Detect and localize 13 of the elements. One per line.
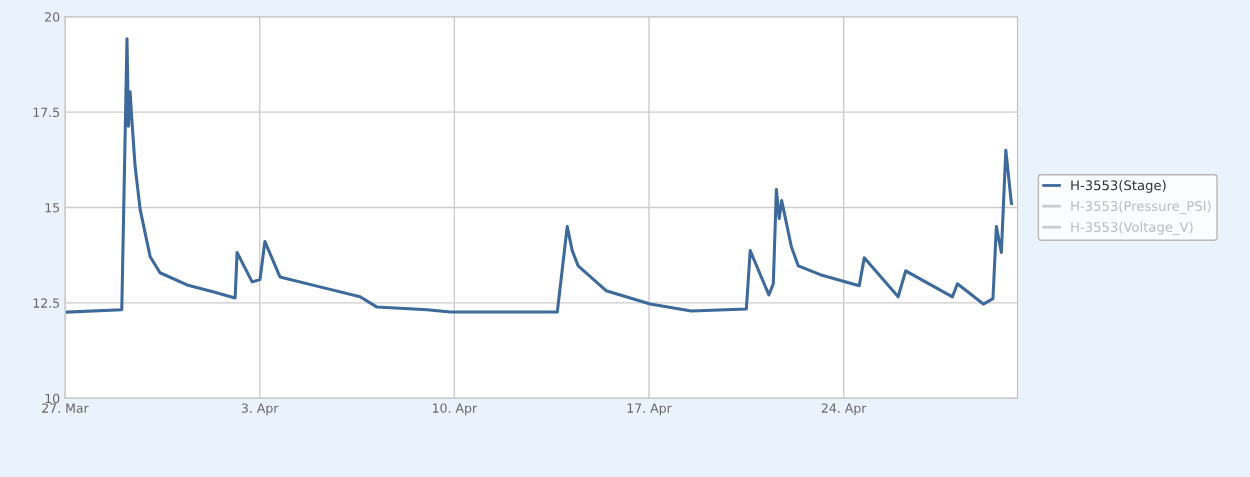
legend-label: H-3553(Pressure_PSI)	[1071, 200, 1211, 214]
y-tick-label: 20	[45, 12, 60, 22]
x-tick-label: 17. Apr	[627, 403, 672, 416]
legend-label: H-3553(Stage)	[1071, 180, 1166, 193]
y-tick-label: 12.5	[33, 298, 60, 308]
x-tick-label: 3. Apr	[241, 403, 279, 416]
y-tick-label: 10	[45, 393, 60, 404]
y-tick-label: 15	[45, 203, 60, 213]
legend-label: H-3553(Voltage_V)	[1071, 221, 1193, 235]
x-tick-label: 27. Mar	[42, 403, 89, 413]
x-tick-label: 24. Apr	[821, 403, 867, 416]
x-tick-label: 10. Apr	[432, 403, 478, 416]
y-tick-label: 17.5	[33, 107, 60, 118]
